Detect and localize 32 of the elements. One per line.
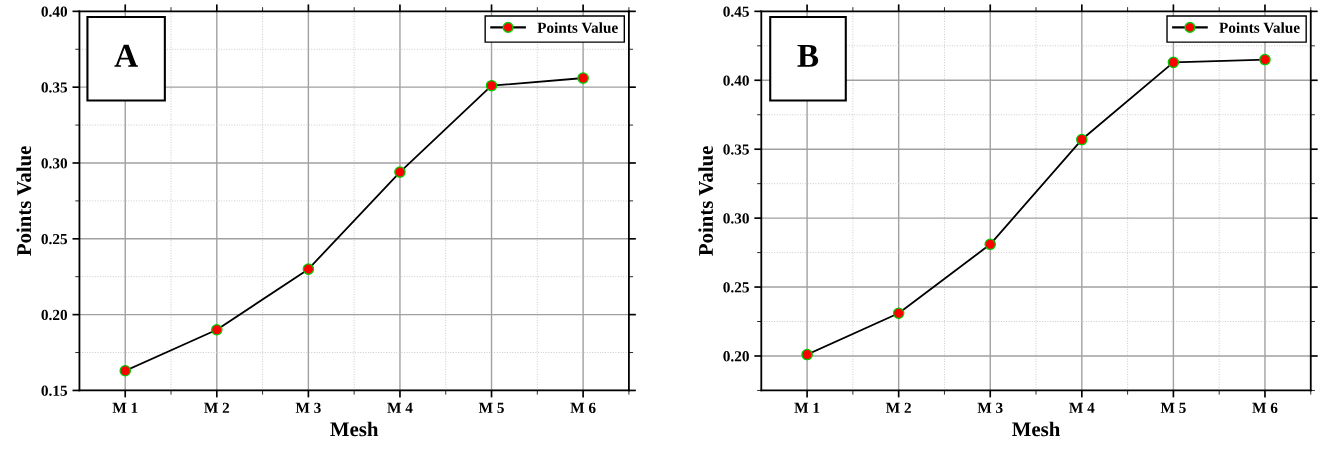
y-tick-label: 0.40 [723, 75, 749, 86]
y-tick-label: 0.25 [723, 282, 749, 293]
x-axis-title: Mesh [330, 421, 379, 437]
legend-label: Points Value [537, 22, 618, 33]
y-tick-label: 0.30 [41, 158, 68, 169]
y-tick-label: 0.40 [41, 6, 68, 17]
x-tick-label: M 4 [1069, 402, 1095, 413]
x-tick-label: M 2 [204, 402, 230, 413]
annotation: B [797, 44, 819, 67]
x-tick-label: M 2 [885, 402, 911, 413]
x-tick-label: M 3 [977, 402, 1003, 413]
x-tick-label: M 4 [387, 402, 413, 413]
y-tick-label: 0.35 [723, 144, 749, 155]
y-tick-label: 0.25 [41, 233, 68, 245]
x-tick-label: M 6 [570, 402, 596, 413]
y-axis-title: Points Value [698, 146, 714, 256]
x-tick-label: M 1 [794, 402, 820, 413]
y-tick-label: 0.20 [41, 309, 68, 321]
x-tick-label: M 5 [1160, 402, 1186, 413]
y-tick-label: 0.35 [41, 82, 68, 93]
x-tick-label: M 5 [478, 402, 504, 413]
y-tick-label: 0.45 [723, 6, 749, 17]
annotation: A [114, 44, 138, 67]
y-axis-title: Points Value [16, 146, 32, 256]
x-tick-label: M 1 [112, 402, 138, 413]
x-axis-title: Mesh [1012, 421, 1061, 437]
x-tick-label: M 6 [1252, 402, 1278, 413]
y-tick-label: 0.30 [723, 213, 749, 224]
legend-label: Points Value [1219, 22, 1300, 33]
x-tick-label: M 3 [295, 402, 321, 413]
y-tick-label: 0.20 [723, 351, 749, 362]
y-tick-label: 0.15 [41, 385, 68, 396]
